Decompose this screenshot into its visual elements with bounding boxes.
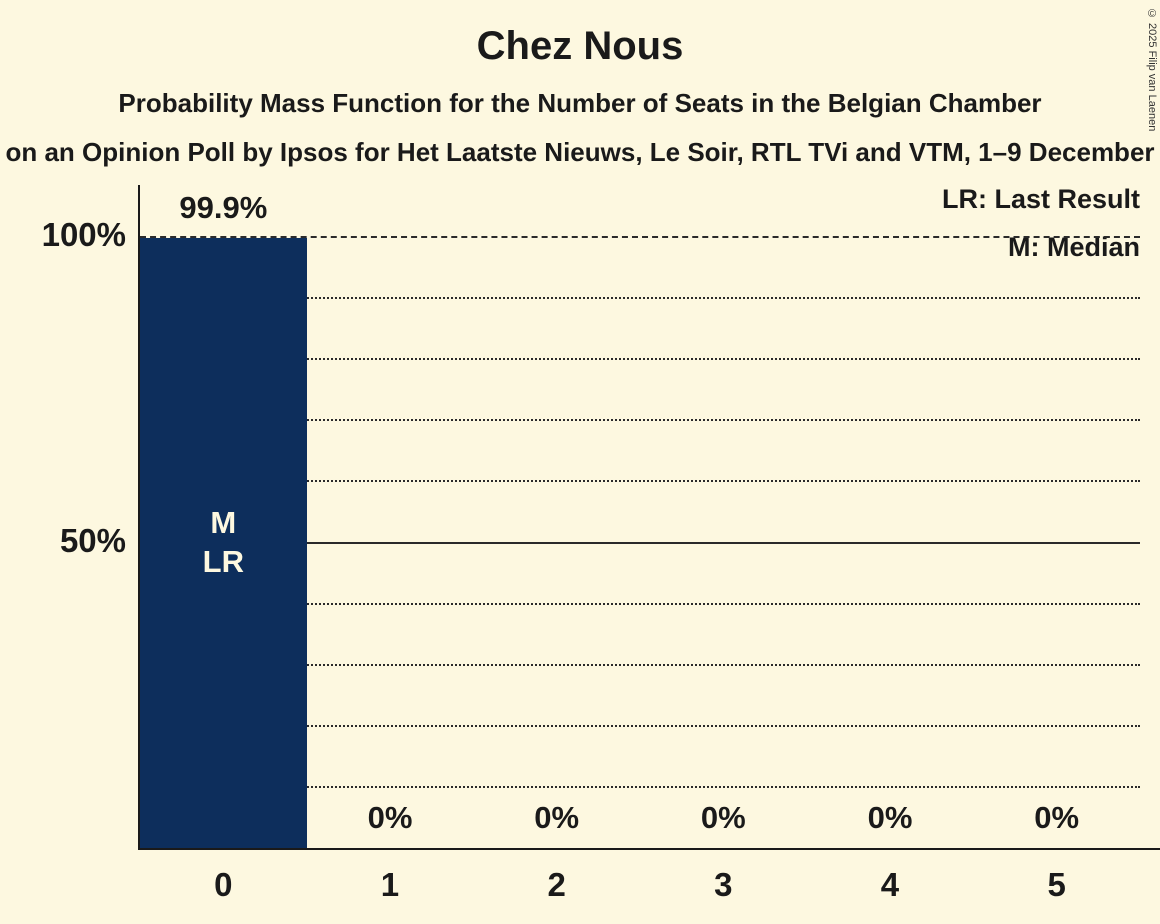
- bar-annotation-line: M: [210, 505, 237, 541]
- value-label-5: 0%: [1034, 800, 1080, 835]
- gridline-100pct: [140, 236, 1140, 238]
- x-tick-4: 4: [880, 866, 900, 903]
- y-axis-line: [138, 185, 140, 850]
- x-tick-2: 2: [547, 866, 566, 903]
- copyright-note: © 2025 Filip van Laenen: [1146, 8, 1158, 132]
- x-tick-0: 0: [214, 866, 233, 903]
- value-label-2: 0%: [534, 800, 580, 835]
- gridline-30pct: [140, 663, 1140, 666]
- chart-subtitle-line2: on an Opinion Poll by Ipsos for Het Laat…: [5, 137, 1155, 167]
- gridline-70pct: [140, 419, 1140, 422]
- bar-0: [140, 237, 307, 848]
- x-tick-5: 5: [1047, 866, 1066, 903]
- gridline-80pct: [140, 358, 1140, 361]
- gridline-10pct: [140, 785, 1140, 788]
- x-axis-line: [138, 848, 1160, 850]
- x-tick-3: 3: [714, 866, 733, 903]
- gridline-90pct: [140, 297, 1140, 300]
- chart-title: Chez Nous: [476, 24, 684, 68]
- gridline-40pct: [140, 602, 1140, 605]
- y-tick-100pct: 100%: [41, 216, 126, 253]
- bar-annotation-line: LR: [202, 543, 244, 579]
- gridline-50pct: [140, 541, 1140, 544]
- legend-last-result: LR: Last Result: [941, 184, 1140, 214]
- value-label-4: 0%: [867, 800, 913, 835]
- gridline-20pct: [140, 724, 1140, 727]
- x-tick-1: 1: [380, 866, 400, 903]
- chart-subtitle-line1: Probability Mass Function for the Number…: [118, 88, 1042, 118]
- value-label-3: 0%: [700, 800, 746, 835]
- value-label-1: 0%: [367, 800, 413, 835]
- y-tick-50pct: 50%: [59, 521, 126, 559]
- value-label-0: 99.9%: [179, 189, 268, 225]
- gridline-60pct: [140, 480, 1140, 483]
- bar-annotation-0: M LR: [140, 238, 307, 848]
